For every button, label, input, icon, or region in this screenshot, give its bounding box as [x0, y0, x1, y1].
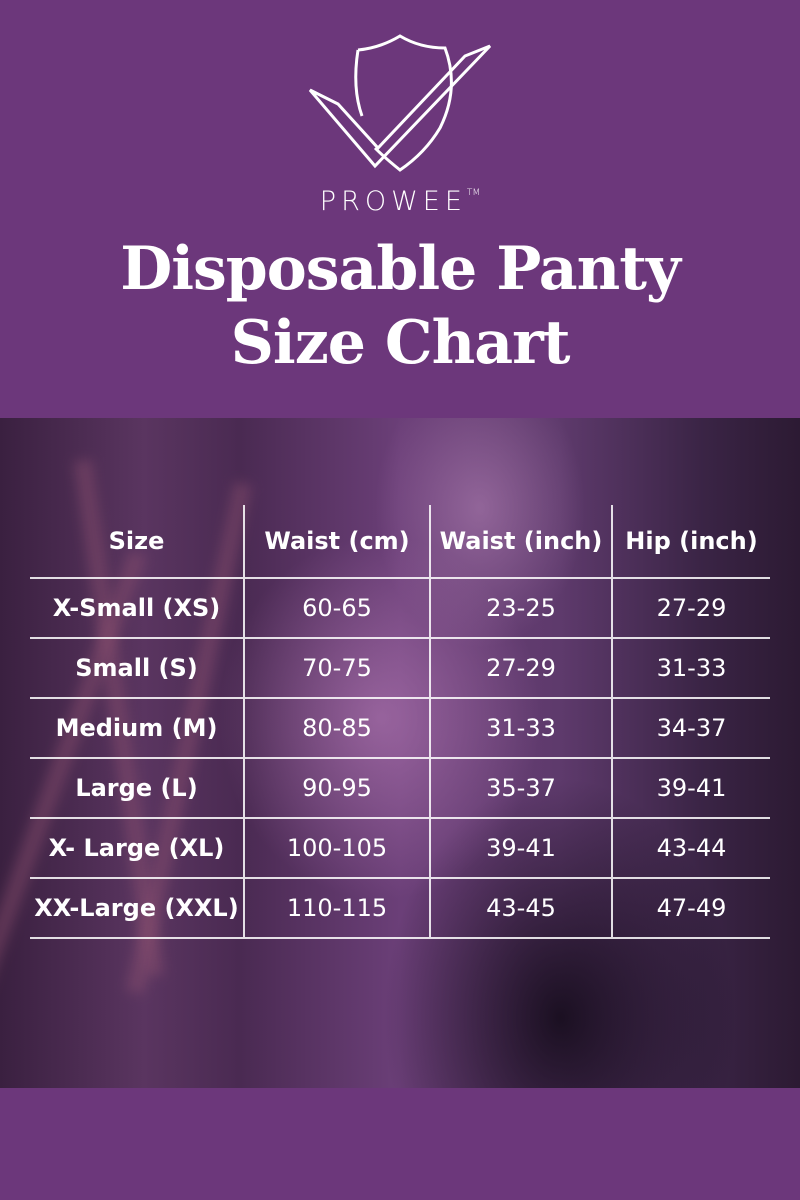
waist-inch-cell: 31-33	[429, 697, 612, 758]
size-cell: X- Large (XL)	[30, 817, 244, 878]
size-cell: XX-Large (XXL)	[30, 877, 244, 939]
waist-inch-cell: 27-29	[429, 637, 612, 698]
size-chart-table: Size Waist (cm) Waist (inch) Hip (inch) …	[30, 505, 770, 939]
table-row: Small (S) 70-75 27-29 31-33	[30, 637, 770, 698]
waist-cm-cell: 110-115	[243, 877, 430, 939]
waist-inch-cell: 23-25	[429, 577, 612, 638]
size-cell: Medium (M)	[30, 697, 244, 758]
hip-inch-cell: 34-37	[611, 697, 770, 758]
waist-cm-cell: 100-105	[243, 817, 430, 878]
size-cell: Large (L)	[30, 757, 244, 818]
hip-inch-cell: 43-44	[611, 817, 770, 878]
header-waist-inch: Waist (inch)	[429, 505, 612, 578]
table-row: X-Small (XS) 60-65 23-25 27-29	[30, 577, 770, 638]
title-line-1: Disposable Panty	[120, 234, 681, 304]
waist-inch-cell: 39-41	[429, 817, 612, 878]
hip-inch-cell: 31-33	[611, 637, 770, 698]
size-cell: Small (S)	[30, 637, 244, 698]
waist-inch-cell: 35-37	[429, 757, 612, 818]
table-header-row: Size Waist (cm) Waist (inch) Hip (inch)	[30, 505, 770, 578]
table-row: XX-Large (XXL) 110-115 43-45 47-49	[30, 877, 770, 939]
hip-inch-cell: 39-41	[611, 757, 770, 818]
table-row: Medium (M) 80-85 31-33 34-37	[30, 697, 770, 758]
table-row: Large (L) 90-95 35-37 39-41	[30, 757, 770, 818]
header-size: Size	[108, 527, 165, 555]
title-line-2: Size Chart	[230, 308, 571, 378]
header-waist-cm: Waist (cm)	[243, 505, 430, 578]
size-cell: X-Small (XS)	[30, 577, 244, 638]
hip-inch-cell: 27-29	[611, 577, 770, 638]
table-row: X- Large (XL) 100-105 39-41 43-44	[30, 817, 770, 878]
waist-inch-cell: 43-45	[429, 877, 612, 939]
brand-name: PROWEETM	[319, 186, 481, 217]
waist-cm-cell: 90-95	[243, 757, 430, 818]
shield-check-icon	[308, 34, 492, 172]
waist-cm-cell: 60-65	[243, 577, 430, 638]
header-hip-inch: Hip (inch)	[611, 505, 770, 578]
page-title: Disposable Panty Size Chart	[0, 232, 800, 380]
waist-cm-cell: 70-75	[243, 637, 430, 698]
waist-cm-cell: 80-85	[243, 697, 430, 758]
hip-inch-cell: 47-49	[611, 877, 770, 939]
